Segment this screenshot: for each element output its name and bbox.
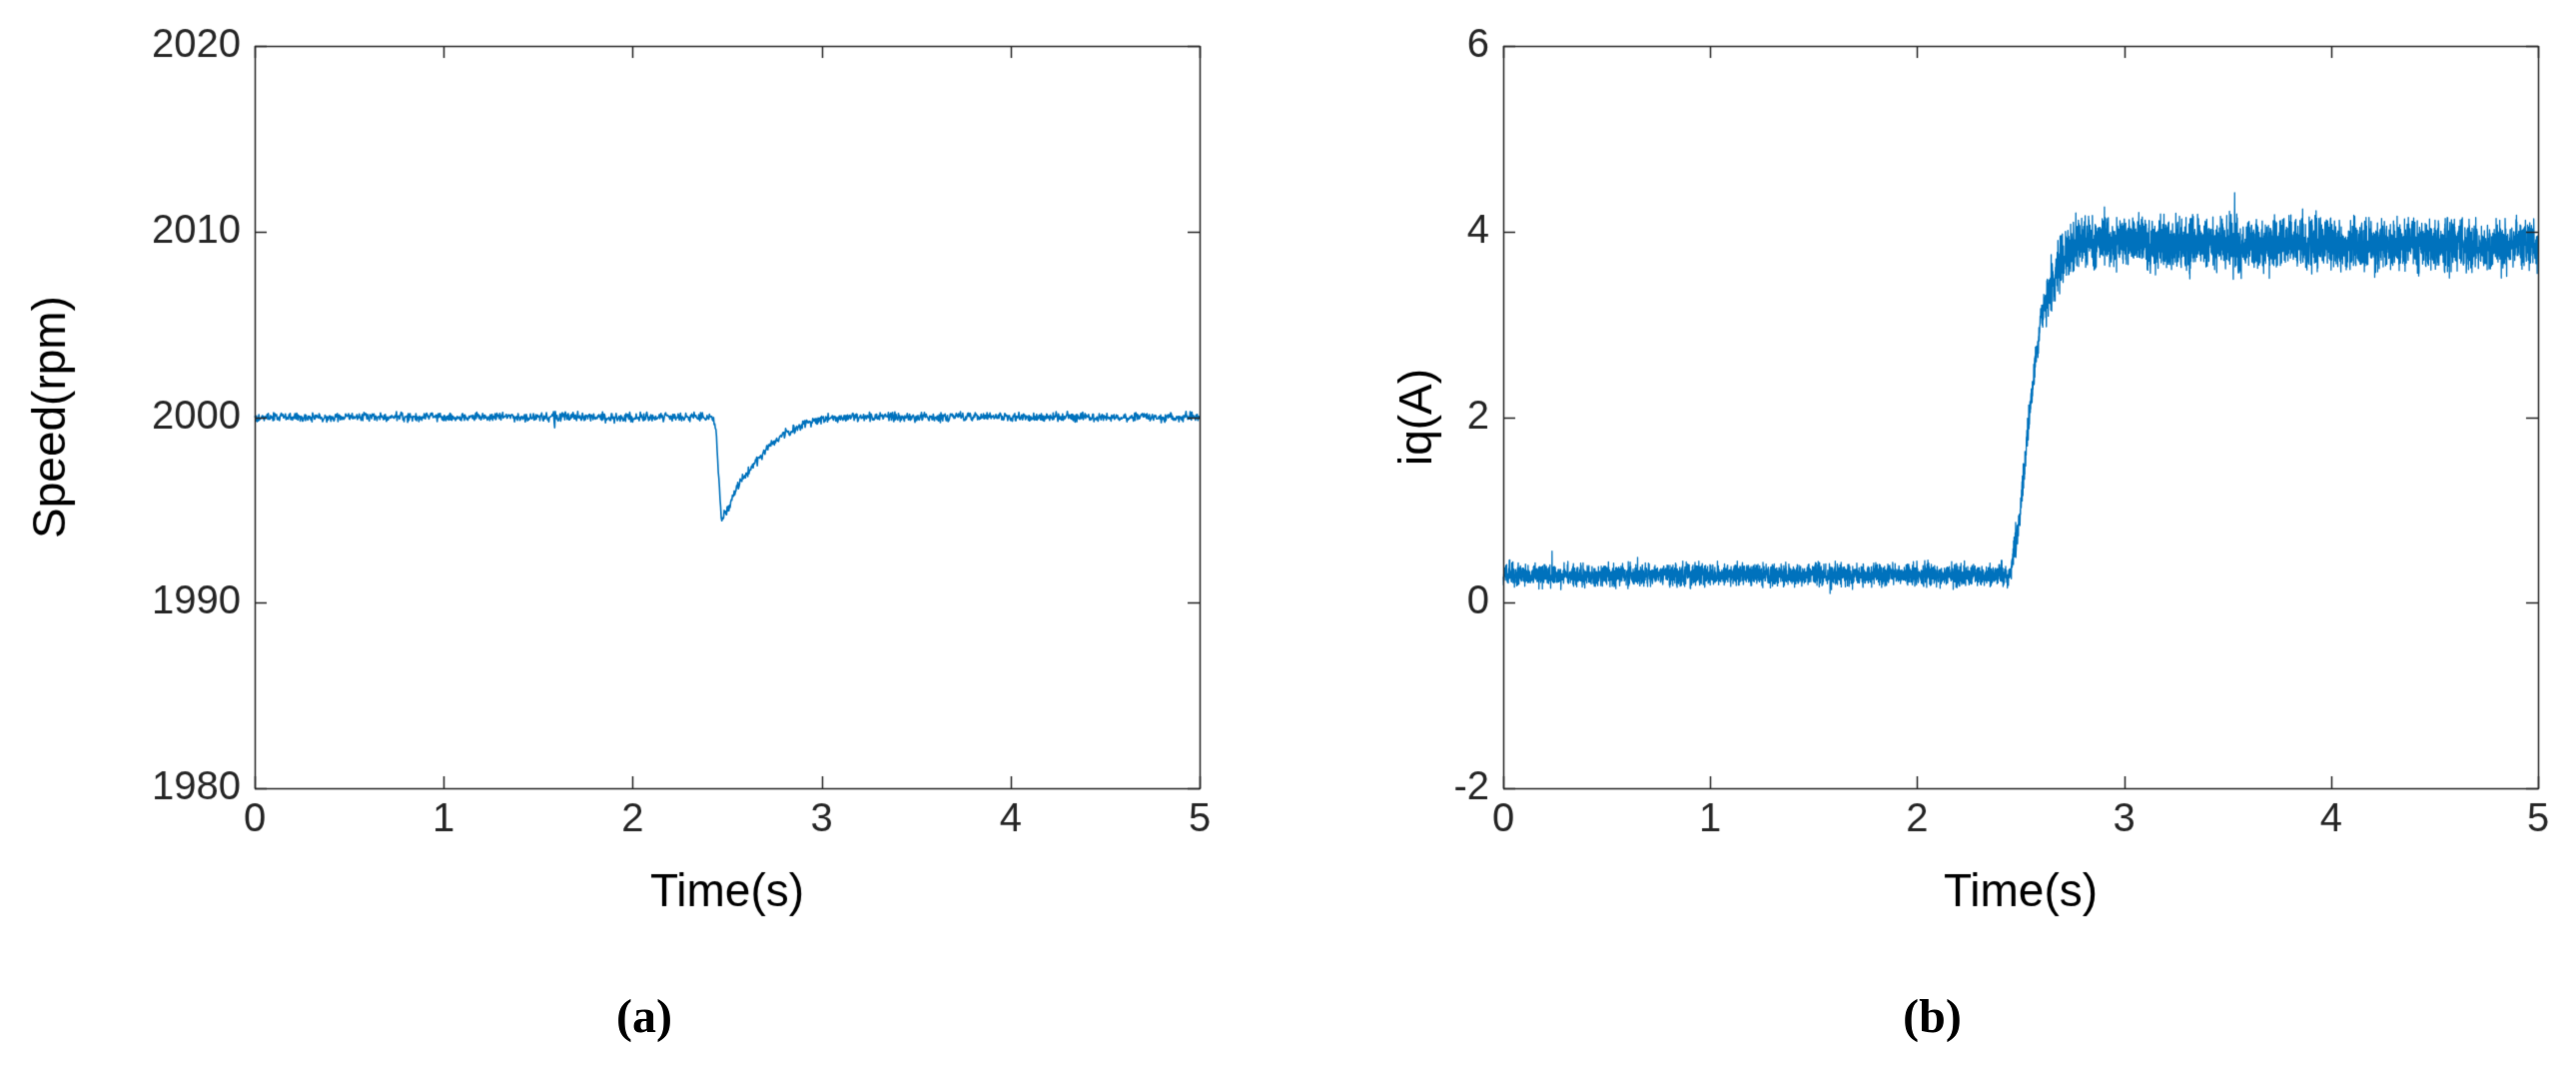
iq-vs-time-chart xyxy=(1288,0,2576,999)
speed-vs-time-chart xyxy=(0,0,1288,999)
subfigure-a-caption: (a) xyxy=(616,990,672,1043)
subfigure-b-caption: (b) xyxy=(1903,990,1962,1043)
